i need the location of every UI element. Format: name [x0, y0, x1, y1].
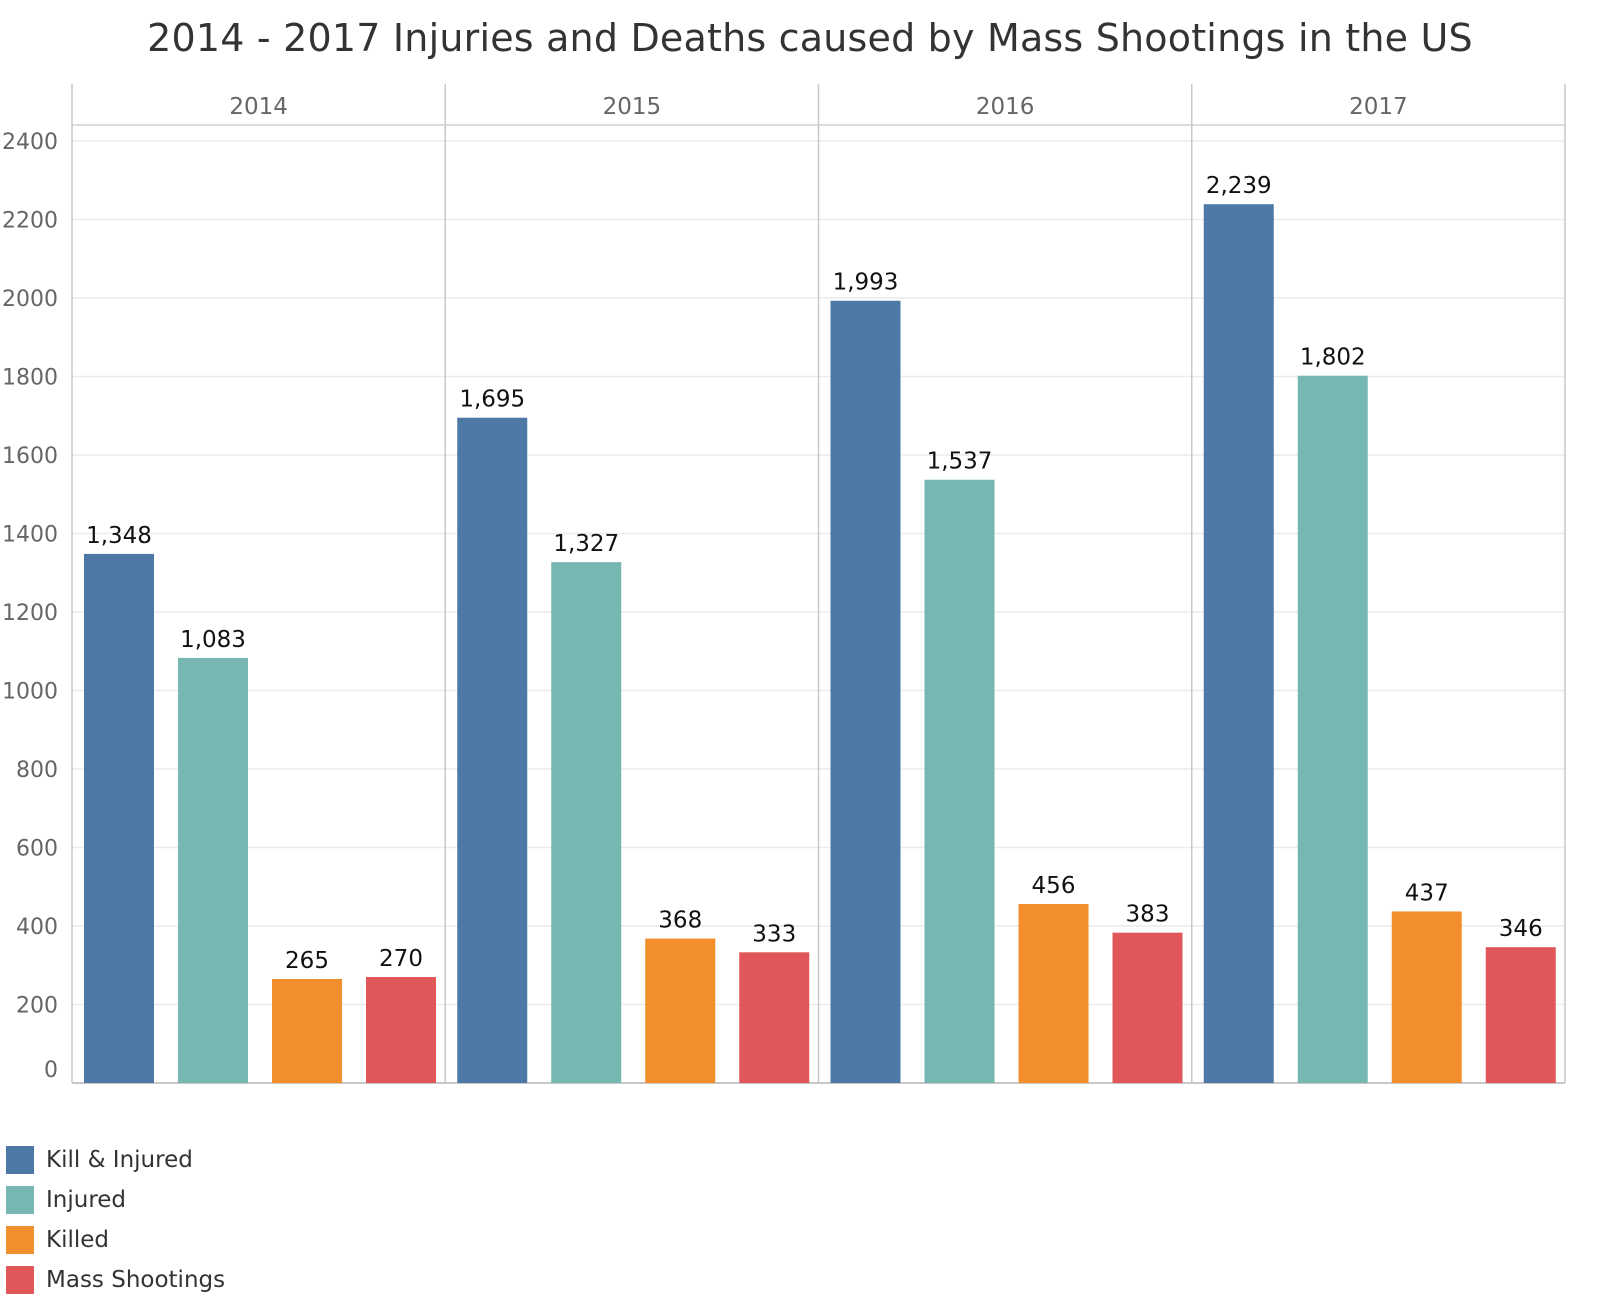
data-label-2017-killed: 437 — [1405, 880, 1449, 906]
y-tick-label: 600 — [16, 837, 58, 862]
legend-label-killed: Killed — [46, 1227, 110, 1253]
panel-label-2014: 2014 — [229, 94, 288, 120]
bar-2014-mass-shootings — [366, 977, 436, 1083]
data-label-2016-kill-injured: 1,993 — [833, 270, 899, 296]
panel-label-2015: 2015 — [603, 94, 662, 120]
data-label-2017-mass-shootings: 346 — [1499, 916, 1543, 942]
bar-2016-kill-injured — [830, 300, 901, 1083]
legend-swatch-killed — [6, 1226, 34, 1254]
bar-2014-kill-injured — [84, 553, 154, 1083]
data-label-2014-kill-injured: 1,348 — [86, 523, 152, 549]
y-tick-label: 1400 — [2, 523, 58, 548]
data-label-2014-injured: 1,083 — [180, 627, 246, 653]
bar-2017-injured — [1297, 375, 1368, 1084]
bar-chart: 0 200 400 600 800 1000 1200 1400 1600 1800 2000 220… — [2, 84, 1566, 1084]
legend-swatch-injured — [6, 1186, 34, 1214]
data-label-2015-kill-injured: 1,695 — [459, 387, 525, 413]
data-label-2015-killed: 368 — [658, 908, 702, 934]
bar-2017-killed — [1391, 911, 1462, 1083]
y-tick-label: 0 — [44, 1058, 58, 1083]
bar-2014-injured — [178, 657, 248, 1083]
y-tick-label: 1000 — [2, 680, 58, 705]
legend-item-killed[interactable]: Killed — [6, 1220, 225, 1260]
bar-2015-killed — [645, 938, 716, 1083]
legend-item-mass-shootings[interactable]: Mass Shootings — [6, 1260, 225, 1300]
bar-2015-kill-injured — [457, 417, 528, 1083]
chart-title: 2014 - 2017 Injuries and Deaths caused b… — [147, 16, 1473, 60]
y-tick-label: 1200 — [2, 601, 58, 626]
data-label-2017-kill-injured: 2,239 — [1206, 173, 1272, 199]
bar-2015-mass-shootings — [739, 952, 810, 1083]
panel-label-2017: 2017 — [1349, 94, 1408, 120]
legend-label-mass-shootings: Mass Shootings — [46, 1267, 226, 1293]
bar-2017-mass-shootings — [1485, 947, 1556, 1083]
data-label-2014-mass-shootings: 270 — [379, 946, 423, 972]
bar-2016-mass-shootings — [1112, 932, 1183, 1083]
y-tick-label: 1600 — [2, 444, 58, 469]
legend-label-injured: Injured — [46, 1187, 127, 1213]
data-label-2014-killed: 265 — [285, 948, 329, 974]
bar-2017-kill-injured — [1203, 204, 1274, 1083]
bar-2016-injured — [924, 479, 995, 1083]
y-tick-label: 2000 — [2, 287, 58, 312]
legend-swatch-mass-shootings — [6, 1266, 34, 1294]
legend-item-kill-injured[interactable]: Kill & Injured — [6, 1140, 225, 1180]
data-label-2015-injured: 1,327 — [553, 531, 619, 557]
data-label-2016-killed: 456 — [1032, 873, 1076, 899]
y-tick-label: 200 — [16, 994, 58, 1019]
panel-label-2016: 2016 — [976, 94, 1035, 120]
legend-item-injured[interactable]: Injured — [6, 1180, 225, 1220]
y-tick-label: 800 — [16, 758, 58, 783]
data-label-2017-injured: 1,802 — [1300, 345, 1366, 371]
y-tick-label: 1800 — [2, 366, 58, 391]
bar-2016-killed — [1018, 904, 1089, 1083]
bar-2014-killed — [272, 978, 342, 1083]
y-tick-label: 400 — [16, 915, 58, 940]
data-label-2016-mass-shootings: 383 — [1126, 902, 1170, 928]
data-label-2015-mass-shootings: 333 — [752, 921, 796, 947]
bar-2015-injured — [551, 562, 622, 1083]
legend-label-kill-injured: Kill & Injured — [46, 1147, 193, 1173]
y-tick-label: 2400 — [2, 130, 58, 155]
y-tick-label: 2200 — [2, 209, 58, 234]
data-label-2016-injured: 1,537 — [927, 449, 993, 475]
legend-swatch-kill-injured — [6, 1146, 34, 1174]
legend: Kill & Injured Injured Killed Mass Shoot… — [6, 1140, 225, 1300]
